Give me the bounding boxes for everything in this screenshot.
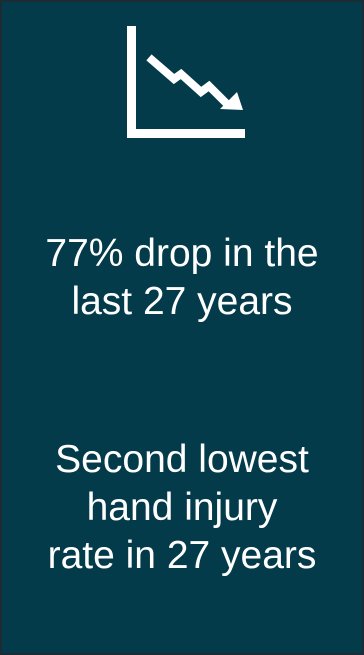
stat-injury-rate-line: rate in 27 years xyxy=(47,534,317,577)
stat-injury-rate-line: hand injury xyxy=(86,486,278,529)
stat-drop-line: 77% drop in the xyxy=(45,232,319,275)
stat-drop-line: last 27 years xyxy=(71,280,293,323)
stat-drop: 77% drop in the last 27 years xyxy=(2,230,362,326)
stat-injury-rate: Second lowest hand injury rate in 27 yea… xyxy=(2,436,362,580)
stat-injury-rate-line: Second lowest xyxy=(55,438,309,481)
declining-trend-chart-icon xyxy=(125,24,249,142)
